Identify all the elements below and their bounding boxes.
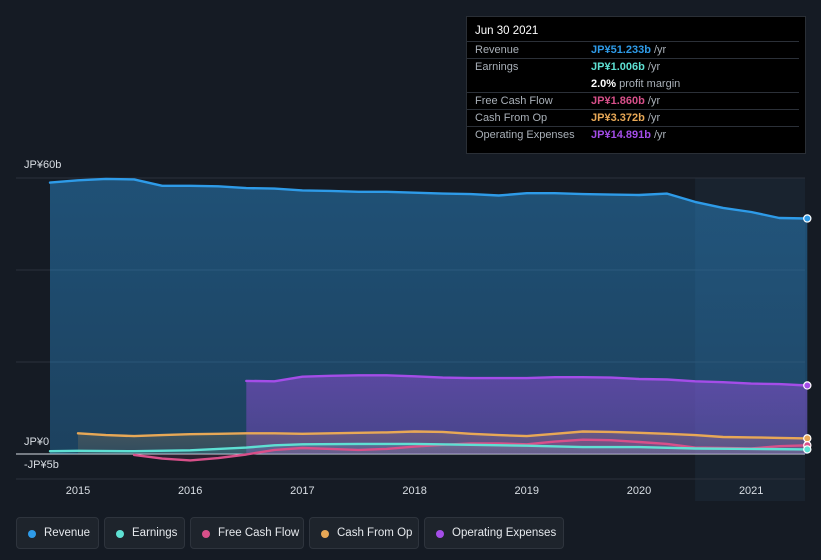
operating-expenses-endpoint [803, 381, 812, 390]
tooltip-value-text: JP¥3.372b [591, 112, 645, 124]
tooltip-unit: /yr [654, 129, 667, 141]
x-tick-label: 2016 [177, 485, 203, 497]
y-tick-label: JP¥60b [24, 159, 62, 171]
earnings-line [48, 442, 809, 453]
x-tick-label: 2020 [626, 485, 652, 497]
cash-from-op-endpoint [803, 434, 812, 443]
data-tooltip: Jun 30 2021 Revenue JP¥51.233b /yr Earni… [466, 16, 806, 154]
x-tick-label: 2017 [290, 485, 315, 497]
x-tick-label: 2019 [514, 485, 540, 497]
cash-from-op-dot-icon [321, 530, 329, 538]
tooltip-value-text: JP¥1.860b [591, 95, 645, 107]
tooltip-label: Earnings [475, 61, 519, 73]
legend-label: Cash From Op [337, 527, 413, 539]
profit-margin-value: 2.0% [591, 78, 617, 90]
tooltip-row-cash-from-op: Cash From Op JP¥3.372b /yr [467, 109, 799, 127]
revenue-endpoint [803, 214, 812, 223]
legend-item-revenue[interactable]: Revenue [16, 517, 99, 549]
legend-item-earnings[interactable]: Earnings [104, 517, 185, 549]
endpoint-layer [803, 214, 812, 454]
tooltip-unit: /yr [654, 44, 667, 56]
legend-label: Earnings [132, 527, 178, 539]
tooltip-label: Revenue [475, 44, 520, 56]
legend-label: Operating Expenses [452, 527, 557, 539]
tooltip-unit: /yr [647, 112, 661, 124]
line-layer [48, 177, 809, 462]
y-tick-label: JP¥0 [24, 436, 50, 448]
tooltip-row-earnings: Earnings JP¥1.006b /yr [467, 58, 799, 76]
tooltip-unit: /yr [647, 95, 661, 107]
profit-margin-label: profit margin [619, 78, 681, 90]
tooltip-label: Cash From Op [475, 112, 548, 124]
x-tick-label: 2018 [402, 485, 427, 497]
tooltip-value: JP¥1.006b /yr [591, 61, 660, 73]
earnings-endpoint [803, 445, 812, 454]
tooltip-row-revenue: Revenue JP¥51.233b /yr [467, 41, 799, 59]
x-tick-label: 2021 [738, 485, 764, 497]
revenue-line [48, 177, 809, 220]
earnings-area [50, 443, 808, 454]
tooltip-value-text: JP¥51.233b [591, 44, 651, 56]
legend-item-free-cash-flow[interactable]: Free Cash Flow [190, 517, 304, 549]
tooltip-value-text: JP¥1.006b [591, 61, 645, 73]
tooltip-value-text: JP¥14.891b [591, 129, 651, 141]
revenue-dot-icon [28, 530, 36, 538]
tooltip-label: Free Cash Flow [475, 95, 553, 107]
tooltip-label: Operating Expenses [475, 129, 575, 141]
legend-label: Revenue [44, 527, 91, 539]
x-tick-label: 2015 [65, 485, 91, 497]
earnings-dot-icon [116, 530, 124, 538]
y-tick-label: -JP¥5b [24, 459, 59, 471]
tooltip-date: Jun 30 2021 [475, 25, 539, 37]
area-layer [50, 178, 808, 461]
tooltip-profit-margin: 2.0% profit margin [591, 78, 680, 90]
tooltip-unit: /yr [647, 61, 661, 73]
tooltip-value: JP¥14.891b /yr [591, 129, 666, 141]
operating-expenses-line [245, 374, 809, 387]
cash-from-op-line [76, 430, 809, 440]
legend-item-cash-from-op[interactable]: Cash From Op [309, 517, 419, 549]
legend-item-operating-expenses[interactable]: Operating Expenses [424, 517, 564, 549]
operating-expenses-dot-icon [436, 530, 444, 538]
free-cash-flow-dot-icon [202, 530, 210, 538]
tooltip-value: JP¥3.372b /yr [591, 112, 660, 124]
tooltip-row-free-cash-flow: Free Cash Flow JP¥1.860b /yr [467, 92, 799, 110]
tooltip-value: JP¥1.860b /yr [591, 95, 660, 107]
tooltip-row-operating-expenses: Operating Expenses JP¥14.891b /yr [467, 126, 799, 144]
tooltip-value: JP¥51.233b /yr [591, 44, 666, 56]
legend-label: Free Cash Flow [218, 527, 300, 539]
